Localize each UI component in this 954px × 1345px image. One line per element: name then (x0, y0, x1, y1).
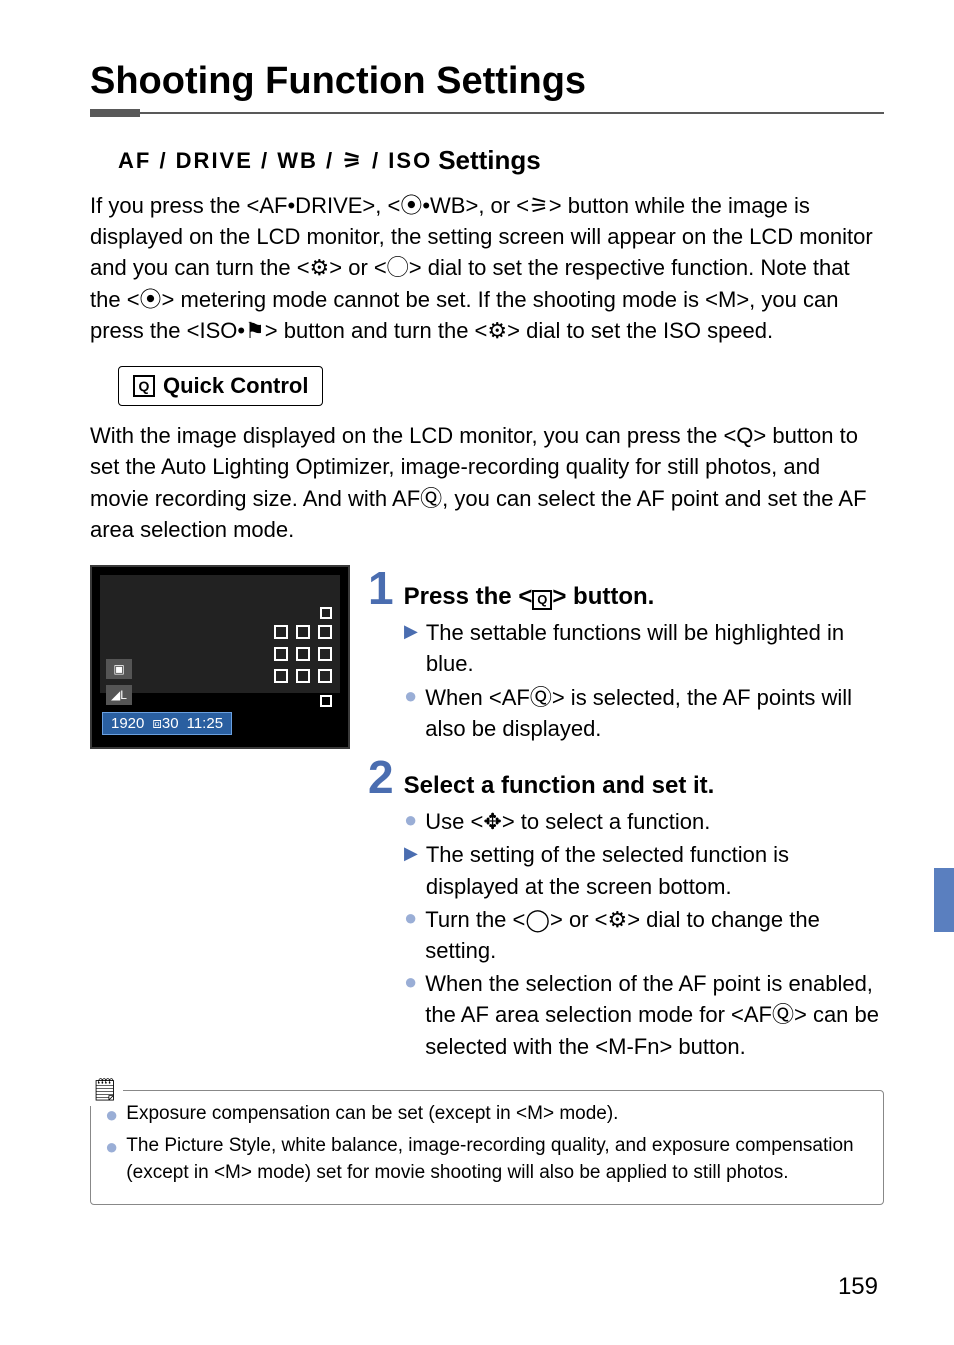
note-text: Exposure compensation can be set (except… (126, 1101, 618, 1129)
lcd-time: 11:25 (187, 715, 223, 732)
q-icon: Q (532, 590, 552, 610)
section1-paragraph: If you press the <AF•DRIVE>, <⦿•WB>, or … (90, 190, 884, 346)
page-title: Shooting Function Settings (90, 60, 884, 103)
quality-icon: ◢L (106, 685, 132, 705)
section2-paragraph: With the image displayed on the LCD moni… (90, 420, 884, 545)
triangle-bullet-icon: ▶ (404, 617, 418, 679)
q-icon: Q (133, 375, 155, 397)
step-2: 2 Select a function and set it. ● Use <✥>… (368, 754, 884, 1062)
dot-bullet-icon: ● (105, 1133, 118, 1186)
step1-title-suffix: > button. (552, 583, 654, 610)
step-item-text: When <AFⓆ> is selected, the AF points wi… (425, 682, 884, 744)
dot-bullet-icon: ● (404, 682, 417, 744)
step-item-text: When the selection of the AF point is en… (425, 968, 884, 1062)
note-icon: 🗒 (87, 1075, 123, 1106)
title-rule (90, 109, 884, 117)
section2-heading-box: Q Quick Control (118, 366, 323, 406)
note-box: 🗒 ●Exposure compensation can be set (exc… (90, 1090, 884, 1205)
section2-heading: Quick Control (163, 373, 308, 399)
alo-icon: ▣ (106, 659, 132, 679)
dot-bullet-icon: ● (404, 806, 417, 837)
step-item-text: Turn the <◯> or <⚙> dial to change the s… (425, 904, 884, 966)
step-item-text: Use <✥> to select a function. (425, 806, 710, 837)
step-number: 1 (368, 565, 394, 611)
lcd-screenshot: ▣ ◢L 1920 ⧈30 11:25 (90, 565, 350, 749)
note-text: The Picture Style, white balance, image-… (126, 1133, 869, 1186)
mode-icons: AF / DRIVE / WB / ⚞ / ISO (118, 148, 432, 174)
section1-heading: AF / DRIVE / WB / ⚞ / ISO Settings (118, 145, 884, 176)
lcd-resolution: 1920 (111, 715, 144, 732)
chapter-tab (934, 868, 954, 932)
step-1: 1 Press the <Q> button. ▶The settable fu… (368, 565, 884, 744)
page-number: 159 (838, 1273, 878, 1301)
lcd-status-bar: 1920 ⧈30 11:25 (102, 712, 232, 735)
lcd-fps: ⧈30 (152, 715, 178, 732)
steps-container: ▣ ◢L 1920 ⧈30 11:25 1 Press the <Q> butt… (90, 565, 884, 1064)
section1-heading-text: Settings (438, 145, 541, 176)
step-item-text: The settable functions will be highlight… (426, 617, 884, 679)
triangle-bullet-icon: ▶ (404, 839, 418, 901)
dot-bullet-icon: ● (404, 968, 417, 1062)
step-item-text: The setting of the selected function is … (426, 839, 884, 901)
step-number: 2 (368, 754, 394, 800)
step1-title-prefix: Press the < (404, 583, 533, 610)
step2-title: Select a function and set it. (404, 772, 715, 800)
dot-bullet-icon: ● (404, 904, 417, 966)
